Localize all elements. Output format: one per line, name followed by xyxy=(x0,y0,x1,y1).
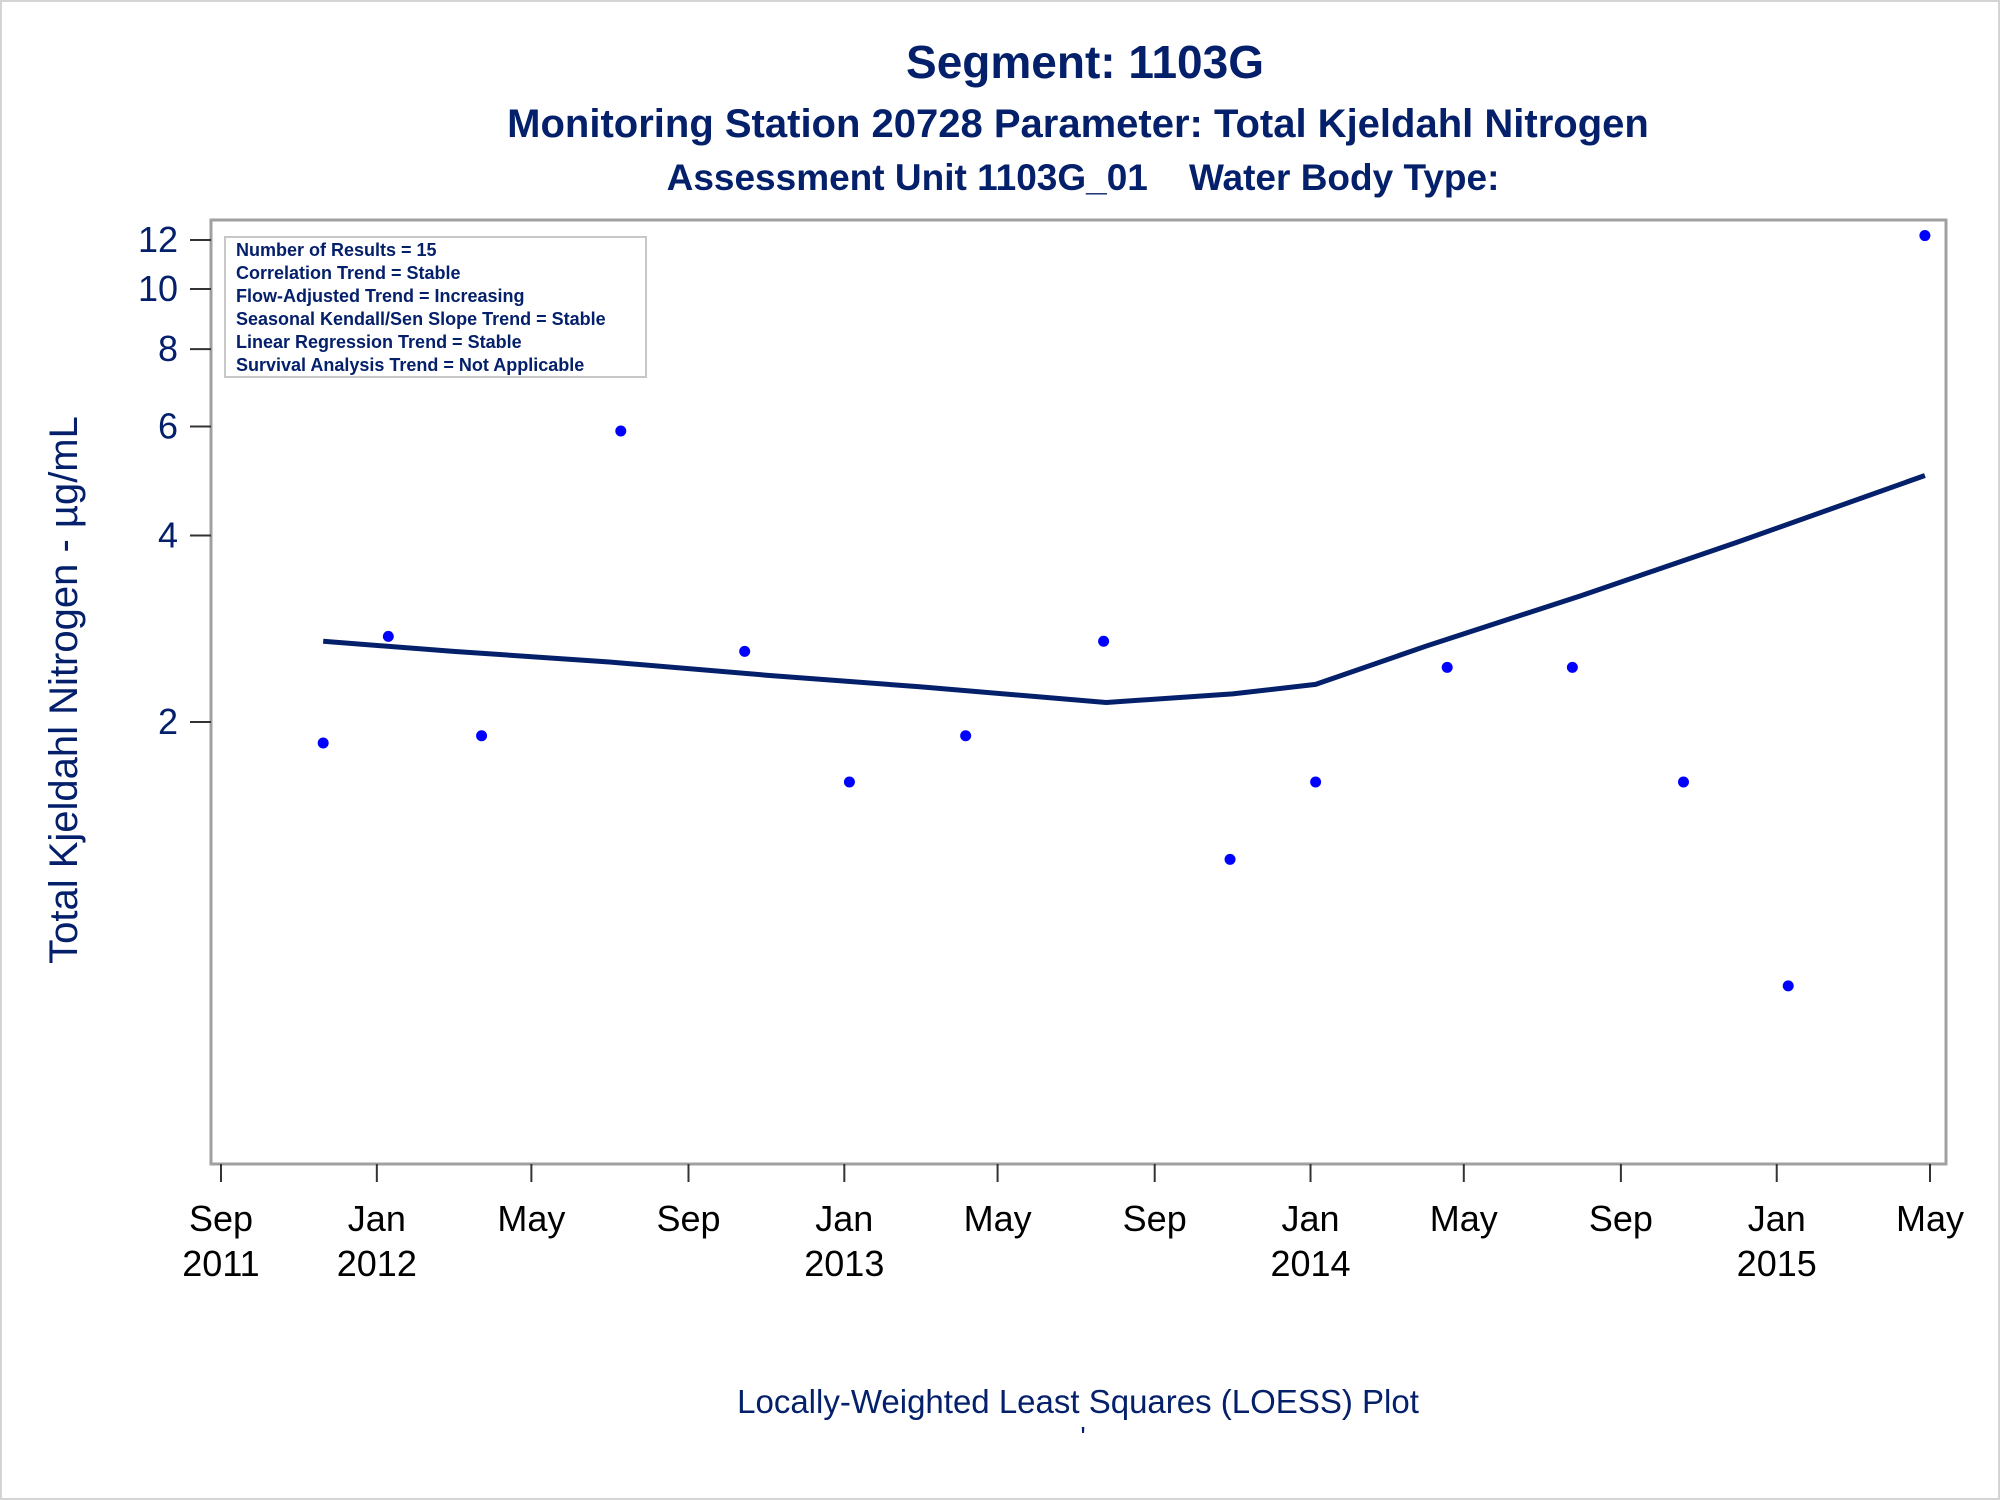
x-tick-year: 2011 xyxy=(182,1243,259,1284)
x-tick-label: Jan xyxy=(1281,1198,1339,1239)
data-point xyxy=(317,737,329,749)
y-tick-label: 2 xyxy=(158,701,178,742)
data-point xyxy=(960,730,972,742)
x-tick-year: 2015 xyxy=(1737,1243,1817,1284)
data-point xyxy=(1310,776,1322,788)
data-points xyxy=(317,230,1931,992)
x-tick-label: May xyxy=(497,1198,565,1239)
stats-line: Seasonal Kendall/Sen Slope Trend = Stabl… xyxy=(236,309,606,329)
stats-legend: Number of Results = 15 Correlation Trend … xyxy=(236,240,606,375)
stats-line: Linear Regression Trend = Stable xyxy=(236,332,522,352)
loess-line xyxy=(323,473,1926,705)
y-axis-title: Total Kjeldahl Nitrogen - µg/mL xyxy=(42,416,86,964)
data-point xyxy=(476,730,488,742)
y-tick-label: 4 xyxy=(158,515,178,556)
x-tick-year: 2014 xyxy=(1270,1243,1350,1284)
chart-subtitle: Monitoring Station 20728 Parameter: Tota… xyxy=(507,102,1649,146)
x-tick-label: Jan xyxy=(348,1198,406,1239)
data-point xyxy=(1782,980,1794,992)
data-point xyxy=(1441,661,1453,673)
x-tick-label: May xyxy=(964,1198,1032,1239)
footnote-mark: ' xyxy=(1080,1421,1085,1452)
x-tick-label: Sep xyxy=(189,1198,253,1239)
chart-title: Segment: 1103G xyxy=(906,36,1264,88)
y-tick-label: 6 xyxy=(158,405,178,446)
data-point xyxy=(739,645,751,657)
x-tick-label: Sep xyxy=(656,1198,720,1239)
x-tick-label: Jan xyxy=(815,1198,873,1239)
data-point xyxy=(615,425,627,437)
x-tick-label: May xyxy=(1896,1198,1964,1239)
plot-area xyxy=(209,218,1948,1166)
y-tick-label: 10 xyxy=(138,268,178,309)
footnote: Locally-Weighted Least Squares (LOESS) P… xyxy=(737,1383,1419,1420)
stats-line: Correlation Trend = Stable xyxy=(236,263,461,283)
data-point xyxy=(1677,776,1689,788)
stats-line: Number of Results = 15 xyxy=(236,240,437,260)
y-tick-label: 12 xyxy=(138,219,178,260)
data-point xyxy=(843,776,855,788)
data-point xyxy=(1224,853,1236,865)
x-tick-label: Sep xyxy=(1589,1198,1653,1239)
stats-legend-box xyxy=(224,236,647,378)
y-axis: 2 4 6 8 10 12 xyxy=(138,219,211,742)
stats-line: Survival Analysis Trend = Not Applicable xyxy=(236,355,584,375)
x-tick-year: 2013 xyxy=(804,1243,884,1284)
data-point xyxy=(382,630,394,642)
x-tick-label: May xyxy=(1430,1198,1498,1239)
x-tick-label: Jan xyxy=(1748,1198,1806,1239)
data-point xyxy=(1098,635,1110,647)
chart-subtitle-2: Assessment Unit 1103G_01 Water Body Type… xyxy=(667,157,1500,198)
stats-line: Flow-Adjusted Trend = Increasing xyxy=(236,286,525,306)
data-point xyxy=(1566,661,1578,673)
x-tick-year: 2012 xyxy=(337,1243,417,1284)
x-tick-label: Sep xyxy=(1123,1198,1187,1239)
y-tick-label: 8 xyxy=(158,328,178,369)
data-point xyxy=(1919,230,1931,242)
